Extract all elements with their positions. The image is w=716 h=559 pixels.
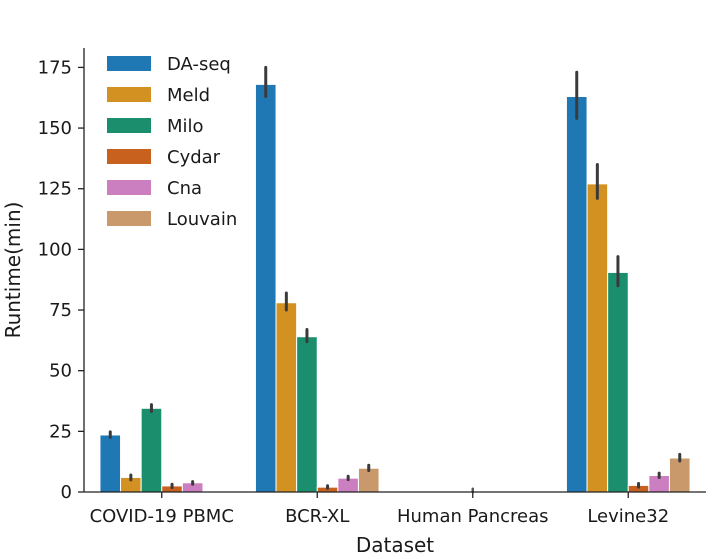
legend-label-da-seq: DA-seq (167, 54, 231, 75)
y-tick-label-0: 0 (61, 482, 72, 503)
bar-milo-covid-19-pbmc (140, 407, 163, 493)
legend-label-milo: Milo (167, 116, 204, 137)
y-tick-label-25: 25 (49, 421, 72, 442)
legend-swatch-cna (107, 180, 151, 195)
y-axis-label: Runtime(min) (1, 202, 25, 339)
legend-swatch-da-seq (107, 56, 151, 71)
x-ticks: COVID-19 PBMC BCR-XL Human Pancreas Levine3… (90, 492, 669, 527)
legend-swatch-louvain (107, 211, 151, 226)
bar-meld-bcr-xl (275, 302, 298, 493)
y-tick-label-125: 125 (38, 179, 72, 200)
bar-milo-bcr-xl (296, 336, 318, 493)
y-tick-label-175: 175 (38, 57, 72, 78)
x-axis-label: Dataset (356, 533, 434, 557)
legend-swatch-milo (107, 118, 151, 133)
legend-label-cydar: Cydar (167, 147, 221, 168)
y-ticks: 0 25 50 75 100 125 150 175 (38, 57, 84, 503)
legend-swatch-meld (107, 87, 151, 102)
legend: DA-seq Meld Milo Cydar Cna Louvain (107, 54, 237, 230)
bar-da-seq-bcr-xl (254, 83, 277, 493)
bar-da-seq-covid-19-pbmc (99, 434, 122, 493)
bar-milo-levine32 (607, 271, 629, 493)
bars-layer (99, 83, 691, 493)
legend-label-louvain: Louvain (167, 209, 237, 230)
y-tick-label-50: 50 (49, 361, 72, 382)
bar-louvain-levine32 (668, 457, 691, 493)
bar-da-seq-levine32 (565, 96, 588, 493)
y-tick-label-75: 75 (49, 300, 72, 321)
legend-label-meld: Meld (167, 85, 210, 106)
bar-meld-levine32 (586, 183, 609, 493)
x-tick-label-human-pancreas: Human Pancreas (397, 506, 549, 527)
legend-label-cna: Cna (167, 178, 202, 199)
y-tick-label-150: 150 (38, 118, 72, 139)
axes-layer (83, 48, 706, 493)
x-tick-label-levine32: Levine32 (587, 506, 669, 527)
y-tick-label-100: 100 (38, 239, 72, 260)
error-bars-layer (108, 65, 682, 494)
x-tick-label-bcr-xl: BCR-XL (285, 506, 349, 527)
x-tick-label-covid-19-pbmc: COVID-19 PBMC (90, 506, 234, 527)
legend-swatch-cydar (107, 149, 151, 164)
